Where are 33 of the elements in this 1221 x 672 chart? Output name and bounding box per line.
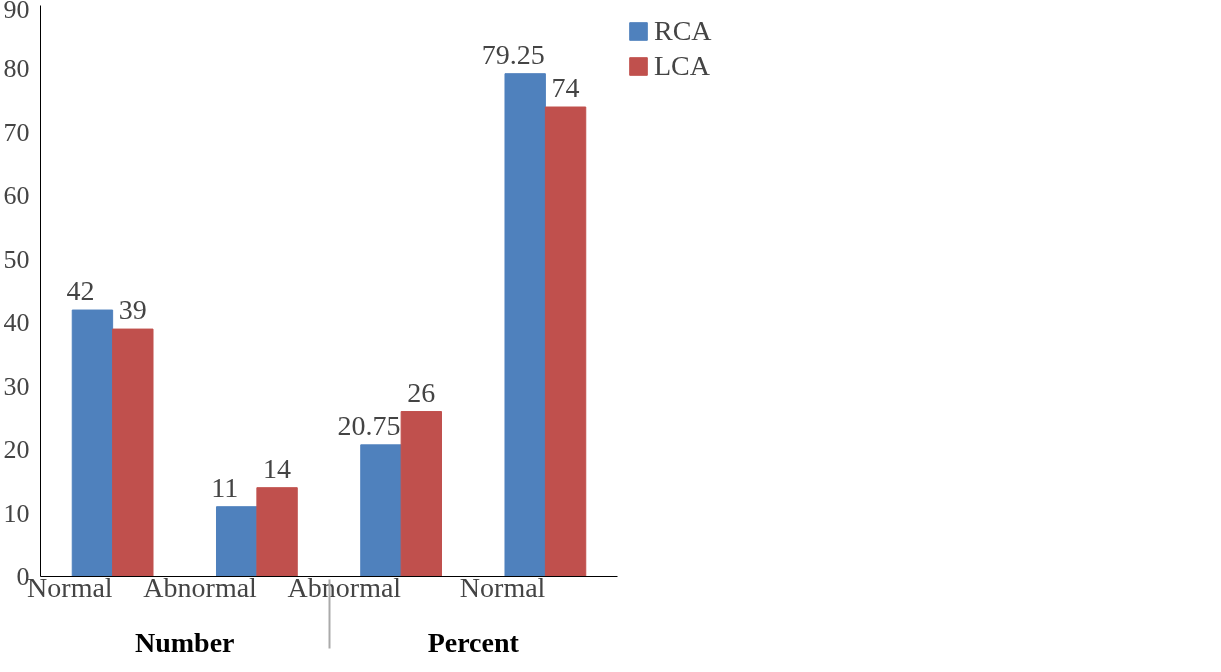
bar (544, 106, 587, 577)
x-tick-label: Abnormal (143, 572, 258, 603)
bar (112, 328, 154, 577)
y-tick-label: 0 (16, 562, 30, 591)
bar (256, 487, 298, 577)
y-tick-label: 40 (3, 308, 30, 338)
legend-label: LCA (654, 50, 710, 82)
data-label: 74 (551, 72, 580, 104)
data-label: 39 (118, 294, 147, 326)
text: Number (134, 626, 235, 658)
data-label: 11 (211, 471, 239, 503)
bar (400, 411, 443, 577)
legend-label: RCA (654, 15, 712, 47)
bar (504, 73, 546, 577)
y-tick-label: 90 (3, 0, 30, 24)
y-tick-label: 70 (3, 117, 30, 147)
bar (360, 444, 402, 577)
y-tick-label: 20 (3, 435, 30, 465)
data-label: 42 (66, 275, 95, 307)
data-label: 26 (407, 376, 436, 408)
y-tick-label: 60 (3, 181, 30, 211)
data-label: 20.75 (337, 409, 401, 441)
bar (71, 309, 114, 577)
x-tick-label: Abnormal (287, 572, 402, 603)
data-label: 79.25 (481, 38, 545, 70)
y-tick-label: 30 (3, 371, 30, 401)
data-label: 14 (263, 452, 292, 484)
y-tick-label: 80 (3, 54, 30, 84)
text: Percent (427, 626, 520, 658)
y-tick-label: 50 (3, 244, 30, 274)
bar (215, 506, 258, 577)
x-tick-label: Normal (459, 572, 546, 603)
y-tick-label: 10 (3, 498, 30, 528)
